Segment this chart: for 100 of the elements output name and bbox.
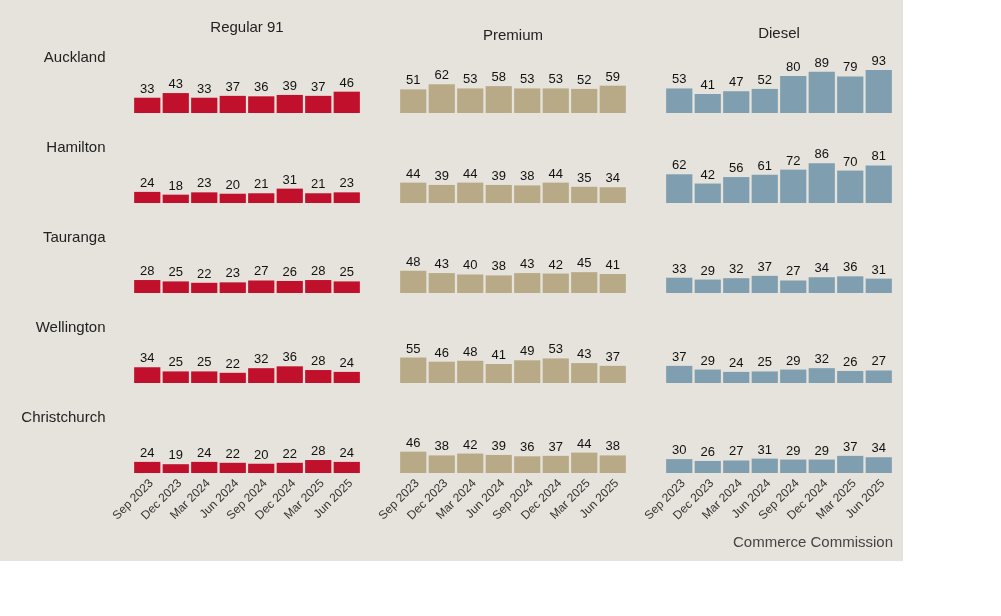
data-label: 25 — [168, 354, 183, 370]
data-label: 26 — [843, 353, 858, 369]
data-label: 22 — [225, 355, 240, 371]
data-label: 59 — [605, 68, 620, 84]
data-label: 43 — [434, 256, 449, 272]
bar — [400, 357, 427, 383]
data-label: 24 — [339, 354, 354, 370]
data-label: 37 — [548, 438, 563, 454]
bar — [248, 193, 275, 203]
chart-title: Diesel — [758, 23, 800, 41]
bar — [865, 165, 892, 203]
data-label: 29 — [786, 442, 801, 458]
data-label: 46 — [339, 74, 354, 90]
data-label: 18 — [168, 177, 183, 193]
data-label: 37 — [757, 258, 772, 274]
data-label: 28 — [311, 443, 326, 459]
data-label: 28 — [311, 353, 326, 369]
data-label: 51 — [406, 72, 421, 88]
data-label: 79 — [843, 59, 858, 75]
data-label: 25 — [339, 264, 354, 280]
bar — [780, 75, 807, 113]
data-label: 43 — [577, 346, 592, 362]
bar — [723, 177, 750, 203]
data-label: 36 — [254, 79, 269, 95]
data-label: 46 — [434, 344, 449, 360]
bar — [808, 71, 835, 113]
data-label: 36 — [520, 439, 535, 455]
bar — [666, 174, 693, 203]
data-label: 29 — [700, 262, 715, 278]
data-label: 29 — [786, 352, 801, 368]
bar — [865, 69, 892, 113]
data-label: 42 — [548, 256, 563, 272]
data-label: 19 — [168, 447, 183, 463]
data-label: 53 — [672, 71, 687, 87]
data-label: 35 — [577, 169, 592, 185]
data-label: 37 — [843, 438, 858, 454]
data-label: 93 — [871, 52, 886, 68]
bar — [191, 192, 218, 203]
data-label: 22 — [282, 445, 297, 461]
data-label: 39 — [282, 77, 297, 93]
bar — [694, 94, 721, 113]
bar — [723, 91, 750, 113]
data-label: 72 — [786, 152, 801, 168]
data-label: 44 — [548, 165, 563, 181]
bar — [780, 169, 807, 203]
data-label: 34 — [140, 350, 155, 366]
bar — [162, 194, 189, 203]
data-label: 26 — [700, 443, 715, 459]
y-axis-title: Tauranga — [42, 227, 107, 245]
data-label: 43 — [168, 76, 183, 92]
data-label: 20 — [225, 176, 240, 192]
y-axis-title: Hamilton — [46, 137, 106, 155]
data-label: 25 — [197, 354, 212, 370]
data-label: 53 — [463, 71, 478, 87]
data-label: 53 — [548, 341, 563, 357]
data-label: 36 — [843, 259, 858, 275]
data-label: 31 — [282, 171, 297, 187]
data-label: 38 — [434, 438, 449, 454]
data-label: 27 — [871, 353, 886, 369]
data-label: 37 — [672, 348, 687, 364]
data-label: 25 — [757, 354, 772, 370]
bar — [485, 364, 512, 383]
data-label: 31 — [871, 261, 886, 277]
data-label: 43 — [520, 256, 535, 272]
data-label: 38 — [605, 438, 620, 454]
data-label: 23 — [197, 175, 212, 191]
data-label: 22 — [197, 265, 212, 281]
bar — [837, 76, 864, 113]
data-label: 39 — [491, 437, 506, 453]
bar — [751, 88, 778, 113]
data-label: 34 — [871, 440, 886, 456]
data-label: 86 — [814, 146, 829, 162]
data-label: 44 — [463, 165, 478, 181]
data-label: 38 — [491, 258, 506, 274]
data-label: 45 — [577, 255, 592, 271]
data-label: 39 — [434, 167, 449, 183]
data-label: 28 — [311, 263, 326, 279]
data-label: 27 — [786, 263, 801, 279]
data-label: 24 — [197, 444, 212, 460]
data-label: 27 — [729, 443, 744, 459]
data-label: 47 — [729, 74, 744, 90]
data-label: 32 — [729, 261, 744, 277]
data-label: 48 — [406, 253, 421, 269]
data-label: 61 — [757, 157, 772, 173]
data-label: 29 — [700, 352, 715, 368]
bar — [666, 88, 693, 113]
bar — [599, 365, 626, 383]
data-label: 41 — [700, 77, 715, 93]
data-label: 41 — [605, 257, 620, 273]
bar — [751, 174, 778, 203]
data-label: 62 — [434, 67, 449, 83]
data-label: 24 — [339, 444, 354, 460]
bar — [457, 360, 484, 383]
data-label: 31 — [757, 441, 772, 457]
data-label: 28 — [140, 263, 155, 279]
data-label: 53 — [548, 71, 563, 87]
data-label: 36 — [282, 349, 297, 365]
data-label: 34 — [605, 170, 620, 186]
data-label: 42 — [463, 436, 478, 452]
data-label: 56 — [729, 160, 744, 176]
